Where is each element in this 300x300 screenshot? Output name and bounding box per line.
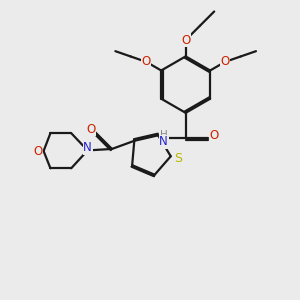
Text: O: O <box>181 34 190 46</box>
Text: O: O <box>142 56 151 68</box>
Text: O: O <box>86 122 96 136</box>
Text: N: N <box>159 135 168 148</box>
Text: O: O <box>220 56 230 68</box>
Text: S: S <box>174 152 182 165</box>
Text: N: N <box>83 141 92 154</box>
Text: H: H <box>160 130 167 140</box>
Text: O: O <box>210 129 219 142</box>
Text: O: O <box>33 145 42 158</box>
